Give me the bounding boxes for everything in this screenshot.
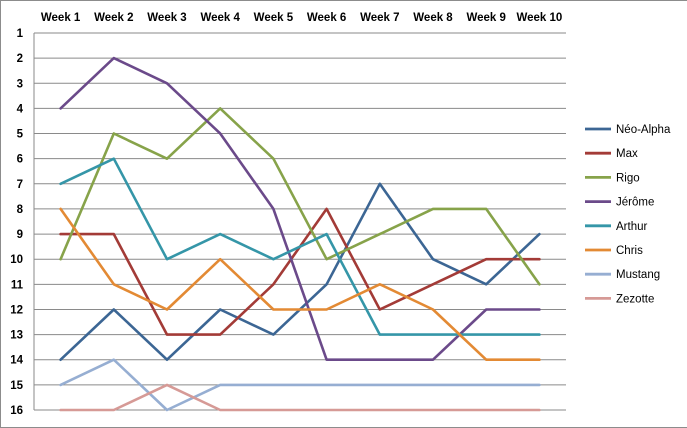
y-tick-label: 16 <box>10 405 23 417</box>
series-line <box>59 358 541 412</box>
x-tick-label: Week 9 <box>466 12 505 24</box>
y-tick-label: 7 <box>17 179 23 191</box>
legend-label: Néo-Alpha <box>616 124 671 136</box>
y-tick-label: 11 <box>11 279 24 291</box>
x-tick-label: Week 1 <box>41 12 81 24</box>
y-tick-label: 8 <box>17 204 24 216</box>
y-tick-label: 3 <box>17 78 23 90</box>
legend-label: Chris <box>616 245 643 257</box>
gridlines <box>33 32 566 411</box>
legend-label: Arthur <box>616 221 647 233</box>
y-tick-label: 14 <box>10 355 23 367</box>
legend-label: Jérôme <box>616 197 654 209</box>
x-tick-label: Week 2 <box>94 12 133 24</box>
series-lines <box>59 56 541 412</box>
legend-label: Zezotte <box>616 293 654 305</box>
series-line <box>59 207 541 362</box>
series-line <box>59 207 541 336</box>
y-tick-label: 4 <box>17 103 24 115</box>
legend-label: Rigo <box>616 172 640 184</box>
x-tick-label: Week 4 <box>200 12 240 24</box>
legend: Néo-Alpha Max Rigo Jérôme Arthur Chris Mustang… <box>585 124 671 305</box>
x-tick-label: Week 8 <box>413 12 453 24</box>
y-tick-label: 12 <box>10 304 23 316</box>
y-tick-label: 1 <box>17 28 24 40</box>
series-line <box>59 107 541 286</box>
legend-label: Max <box>616 148 638 160</box>
x-axis-ticks: Week 1 Week 2 Week 3 Week 4 Week 5 Week 6 Week… <box>41 12 562 24</box>
y-tick-label: 13 <box>10 330 23 342</box>
y-tick-label: 2 <box>17 53 23 65</box>
y-tick-label: 5 <box>17 129 24 141</box>
y-tick-label: 6 <box>17 154 23 166</box>
x-tick-label: Week 7 <box>360 12 399 24</box>
y-tick-label: 10 <box>10 254 23 266</box>
x-tick-label: Week 3 <box>147 12 186 24</box>
y-tick-label: 9 <box>17 229 23 241</box>
x-tick-label: Week 6 <box>307 12 346 24</box>
y-tick-label: 15 <box>10 380 23 392</box>
x-tick-label: Week 5 <box>254 12 294 24</box>
series-line <box>59 383 541 412</box>
x-tick-label: Week 10 <box>516 12 562 24</box>
legend-label: Mustang <box>616 269 660 281</box>
